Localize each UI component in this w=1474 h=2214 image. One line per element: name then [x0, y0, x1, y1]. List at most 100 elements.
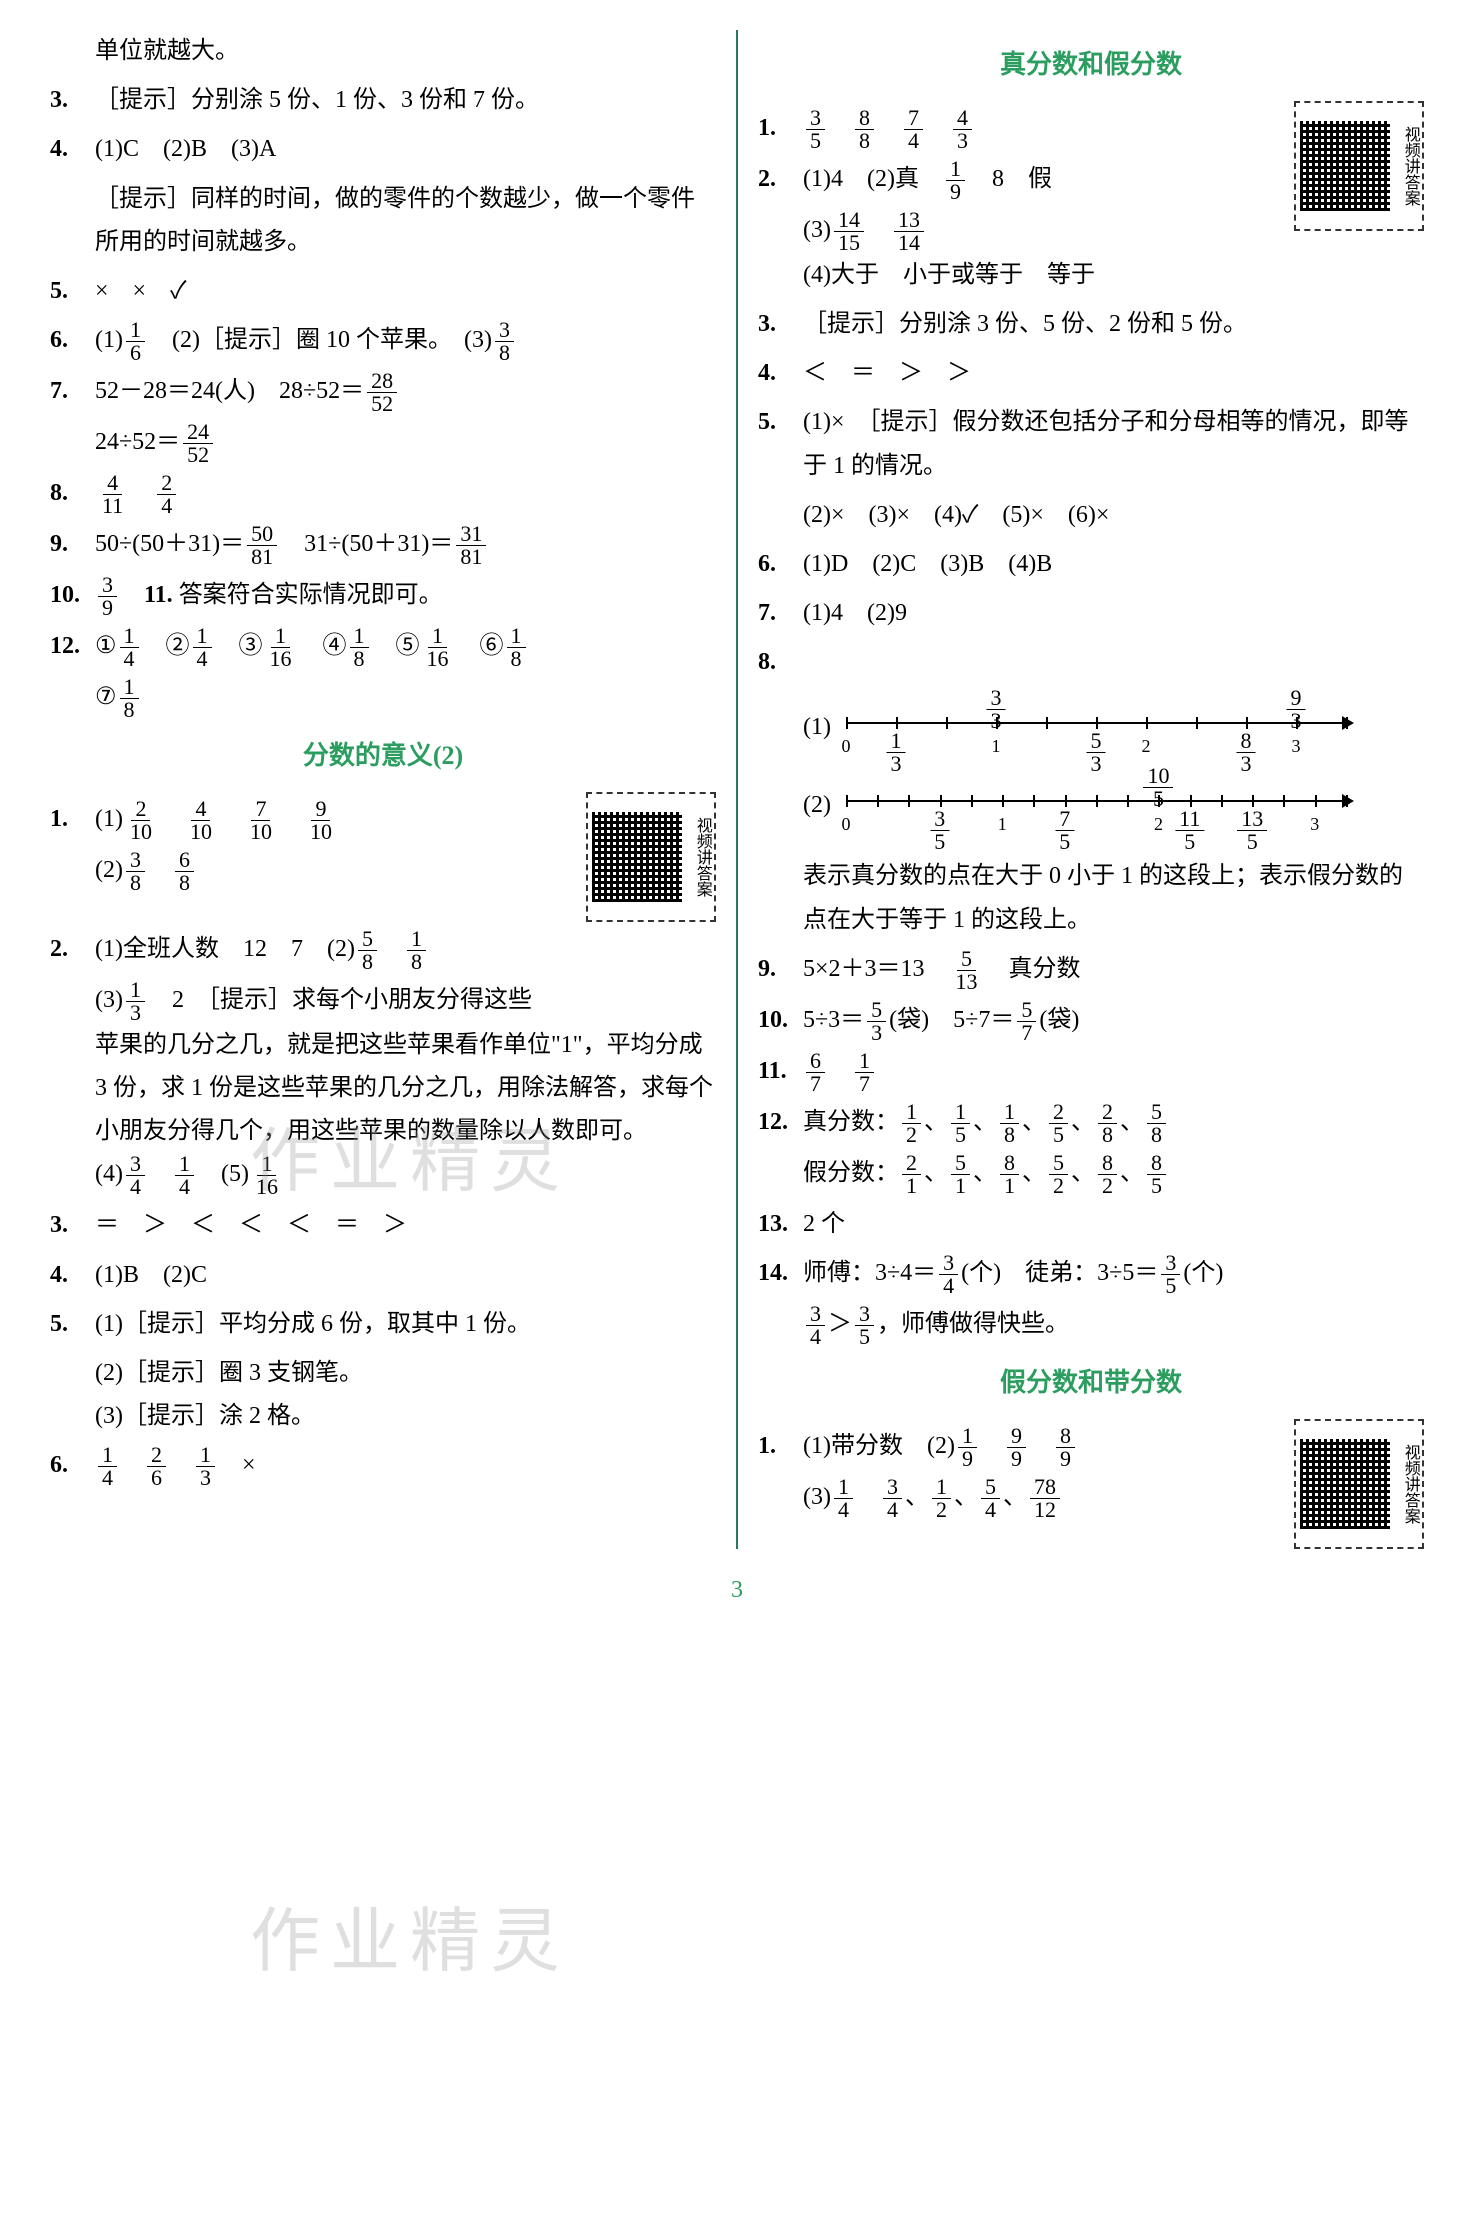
section-title: 分数的意义(2) — [50, 733, 716, 780]
qr-code-box[interactable]: 视频讲答案 — [1294, 1419, 1424, 1549]
item-content: 5÷3＝53(袋) 5÷7＝57(袋) — [803, 999, 1424, 1044]
item-number: 3. — [50, 1204, 95, 1247]
answer-text: ［提示］同样的时间，做的零件的个数越少，做一个零件所用的时间就越多。 — [50, 178, 716, 264]
answer-item: 5. × × ✓ — [50, 270, 716, 313]
item-number: 12. — [758, 1101, 803, 1144]
item-content: × × ✓ — [95, 270, 716, 313]
item-content: 35 88 74 43 — [803, 107, 1284, 152]
item-number: 3. — [758, 303, 803, 346]
answer-item: 9. 5×2＋3＝13 513 真分数 — [758, 948, 1424, 993]
answer-item: 7. 52－28＝24(人) 28÷52＝2852 — [50, 370, 716, 415]
item-content: (1)B (2)C — [95, 1254, 716, 1297]
answer-item: 12. 真分数：12、15、18、25、28、58 — [758, 1101, 1424, 1146]
item-content: 师傅：3÷4＝34(个) 徒弟：3÷5＝35(个) — [803, 1252, 1424, 1297]
item-number: 10. — [50, 574, 95, 617]
answer-item: 6. 14 26 13 × — [50, 1444, 716, 1489]
item-number: 7. — [50, 370, 95, 413]
item-number: 5. — [50, 1303, 95, 1346]
item-number: 7. — [758, 592, 803, 635]
item-content: (1)× ［提示］假分数还包括分子和分母相等的情况，即等于 1 的情况。 — [803, 401, 1424, 487]
answer-text: (2)［提示］圈 3 支钢笔。 — [50, 1352, 716, 1395]
item-content: ＜ ＝ ＞ ＞ — [803, 352, 1424, 395]
qr-code-icon — [592, 812, 682, 902]
item-content: (1)C (2)B (3)A — [95, 128, 716, 171]
qr-label: 视频讲答案 — [687, 817, 716, 897]
item-number: 1. — [758, 1425, 803, 1468]
item-content: (1)全班人数 12 7 (2)58 18 — [95, 928, 716, 973]
answer-text: (3)［提示］涂 2 格。 — [50, 1395, 716, 1438]
answer-item: 1. (1)带分数 (2)19 99 89 — [758, 1425, 1284, 1470]
answer-text: 34＞35，师傅做得快些。 — [758, 1303, 1424, 1348]
left-column: 单位就越大。 3. ［提示］分别涂 5 份、1 份、3 份和 7 份。 4. (… — [50, 30, 716, 1549]
right-column: 真分数和假分数 视频讲答案 1. 35 88 74 43 2. (1)4 (2)… — [758, 30, 1424, 1549]
item-content: (1)D (2)C (3)B (4)B — [803, 543, 1424, 586]
answer-item: 2. (1)全班人数 12 7 (2)58 18 — [50, 928, 716, 973]
qr-label: 视频讲答案 — [1395, 1444, 1424, 1524]
answer-item: 5. (1)× ［提示］假分数还包括分子和分母相等的情况，即等于 1 的情况。 — [758, 401, 1424, 487]
qr-code-box[interactable]: 视频讲答案 — [586, 792, 716, 922]
answer-item: 5. (1)［提示］平均分成 6 份，取其中 1 份。 — [50, 1303, 716, 1346]
item-content: ①14 ②14 ③116 ④18 ⑤116 ⑥18 — [95, 625, 716, 670]
item-content: (1)16 (2)［提示］圈 10 个苹果。 (3)38 — [95, 319, 716, 364]
item-content: (1)［提示］平均分成 6 份，取其中 1 份。 — [95, 1303, 716, 1346]
item-number: 4. — [758, 352, 803, 395]
section-title: 假分数和带分数 — [758, 1360, 1424, 1407]
answer-item: 10. 39 11. 答案符合实际情况即可。 — [50, 574, 716, 619]
page-container: 单位就越大。 3. ［提示］分别涂 5 份、1 份、3 份和 7 份。 4. (… — [50, 30, 1424, 1549]
item-number: 6. — [50, 1444, 95, 1487]
item-content: ［提示］分别涂 3 份、5 份、2 份和 5 份。 — [803, 303, 1424, 346]
item-content: 5×2＋3＝13 513 真分数 — [803, 948, 1424, 993]
answer-item: 4. (1)B (2)C — [50, 1254, 716, 1297]
answer-item: 7. (1)4 (2)9 — [758, 592, 1424, 635]
number-line-group: (2) 10503517521151353 — [758, 770, 1424, 840]
number-line-group: (1) 33930131532833 — [758, 692, 1424, 762]
item-content: 39 11. 答案符合实际情况即可。 — [95, 574, 716, 619]
item-number: 6. — [758, 543, 803, 586]
qr-code-icon — [1300, 121, 1390, 211]
answer-text: 24÷52＝2452 — [50, 421, 716, 466]
answer-text: (3)13 2 ［提示］求每个小朋友分得这些 — [50, 979, 716, 1024]
answer-text: 表示真分数的点在大于 0 小于 1 的这段上；表示假分数的点在大于等于 1 的这… — [758, 855, 1424, 941]
item-number: 12. — [50, 625, 95, 668]
item-content: (1)210 410 710 910 — [95, 798, 576, 843]
item-number: 1. — [758, 107, 803, 150]
item-content: 67 17 — [803, 1050, 1424, 1095]
page-number: 3 — [50, 1569, 1424, 1612]
answer-text: (4)34 14 (5)116 — [50, 1153, 716, 1198]
answer-item: 4. (1)C (2)B (3)A — [50, 128, 716, 171]
item-content: ＝ ＞ ＜ ＜ ＜ ＝ ＞ — [95, 1204, 716, 1247]
answer-item: 1. (1)210 410 710 910 — [50, 798, 576, 843]
item-content: (1)4 (2)9 — [803, 592, 1424, 635]
item-number: 8. — [758, 641, 803, 684]
watermark: 作业精灵 — [250, 1880, 570, 2006]
item-number: 13. — [758, 1203, 803, 1246]
qr-code-box[interactable]: 视频讲答案 — [1294, 101, 1424, 231]
item-content: (1)4 (2)真 19 8 假 — [803, 158, 1284, 203]
answer-item: 8. 411 24 — [50, 472, 716, 517]
answer-item: 6. (1)D (2)C (3)B (4)B — [758, 543, 1424, 586]
section-title: 真分数和假分数 — [758, 42, 1424, 89]
item-number: 9. — [50, 523, 95, 566]
answer-text: ⑦18 — [50, 676, 716, 721]
answer-item: 13. 2 个 — [758, 1203, 1424, 1246]
answer-text: 假分数：21、51、81、52、82、85 — [758, 1152, 1424, 1197]
answer-item: 2. (1)4 (2)真 19 8 假 — [758, 158, 1284, 203]
item-content: ［提示］分别涂 5 份、1 份、3 份和 7 份。 — [95, 79, 716, 122]
item-number: 4. — [50, 1254, 95, 1297]
answer-item: 3. ［提示］分别涂 5 份、1 份、3 份和 7 份。 — [50, 79, 716, 122]
item-number: 6. — [50, 319, 95, 362]
answer-item: 14. 师傅：3÷4＝34(个) 徒弟：3÷5＝35(个) — [758, 1252, 1424, 1297]
answer-text: (2)× (3)× (4)✓ (5)× (6)× — [758, 494, 1424, 537]
qr-code-icon — [1300, 1439, 1390, 1529]
item-number: 1. — [50, 798, 95, 841]
number-line: 10503517521151353 — [846, 770, 1366, 840]
item-number: 14. — [758, 1252, 803, 1295]
item-number: 2. — [50, 928, 95, 971]
item-content: 14 26 13 × — [95, 1444, 716, 1489]
item-content: (1)带分数 (2)19 99 89 — [803, 1425, 1284, 1470]
answer-item: 11. 67 17 — [758, 1050, 1424, 1095]
answer-item: 1. 35 88 74 43 — [758, 107, 1284, 152]
answer-item: 9. 50÷(50＋31)＝5081 31÷(50＋31)＝3181 — [50, 523, 716, 568]
answer-item: 6. (1)16 (2)［提示］圈 10 个苹果。 (3)38 — [50, 319, 716, 364]
item-number: 11. — [758, 1050, 803, 1093]
